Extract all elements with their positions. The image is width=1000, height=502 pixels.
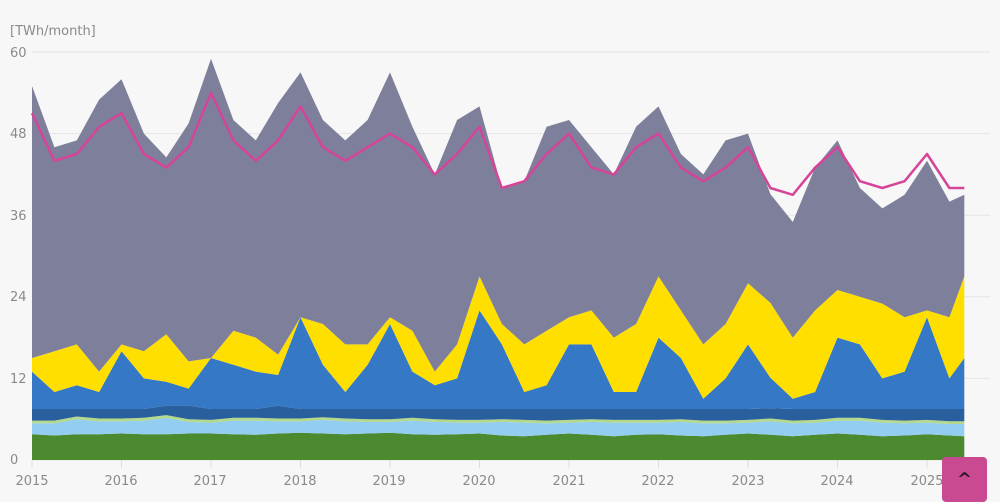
scroll-to-top-button[interactable]: ^ [942, 457, 987, 502]
y-tick-label: 24 [10, 290, 27, 305]
x-tick-label: 2019 [372, 474, 405, 489]
x-tick-label: 2017 [193, 474, 226, 489]
x-tick-label: 2021 [552, 474, 585, 489]
x-tick-label: 2024 [820, 474, 853, 489]
y-tick-label: 48 [10, 127, 27, 142]
x-tick-label: 2015 [15, 474, 48, 489]
area-series-4 [32, 310, 965, 409]
y-tick-label: 0 [10, 453, 18, 468]
x-tick-label: 2018 [283, 474, 316, 489]
area-series-2 [32, 415, 965, 424]
x-tick-label: 2025 [910, 474, 943, 489]
area-series-3 [32, 405, 965, 422]
area-series-0 [32, 432, 965, 460]
x-tick-label: 2023 [731, 474, 764, 489]
y-tick-label: 36 [10, 209, 27, 224]
area-series-6 [32, 58, 965, 372]
chevron-up-icon: ^ [956, 468, 973, 490]
y-tick-label: 12 [10, 372, 27, 387]
x-tick-label: 2016 [104, 474, 137, 489]
area-series-5 [32, 276, 965, 399]
areas [32, 58, 965, 460]
y-axis-unit-label: [TWh/month] [10, 24, 96, 39]
line-series [30, 91, 965, 197]
area-series-1 [32, 417, 965, 437]
y-tick-label: 60 [10, 46, 27, 61]
y-axis-ticks: 0 12 24 36 48 60 [10, 46, 27, 468]
x-axis-ticks: 2015 2016 2017 2018 2019 2020 2021 2022 … [15, 474, 943, 489]
lines [30, 91, 965, 197]
x-tick-label: 2022 [641, 474, 674, 489]
x-tick-label: 2020 [462, 474, 495, 489]
